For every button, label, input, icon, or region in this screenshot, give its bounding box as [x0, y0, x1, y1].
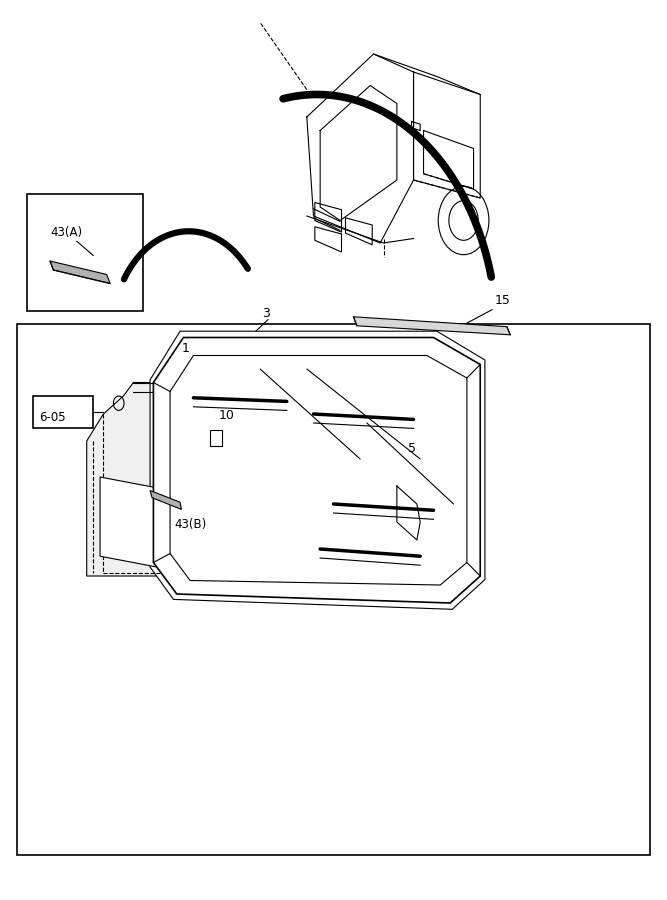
- Text: 1: 1: [181, 342, 189, 355]
- Text: 6-05: 6-05: [39, 411, 65, 424]
- Bar: [27, 194, 143, 310]
- Text: 43(A): 43(A): [50, 226, 82, 239]
- Polygon shape: [150, 491, 181, 509]
- Text: 5: 5: [408, 442, 416, 454]
- Bar: [17, 324, 650, 855]
- Bar: [210, 430, 222, 446]
- Polygon shape: [167, 477, 223, 567]
- Text: 3: 3: [262, 307, 270, 320]
- Polygon shape: [100, 477, 157, 567]
- Text: 10: 10: [219, 410, 235, 422]
- Polygon shape: [240, 477, 297, 567]
- Polygon shape: [354, 317, 510, 335]
- Polygon shape: [313, 477, 360, 567]
- Polygon shape: [50, 261, 110, 284]
- Text: 15: 15: [495, 294, 511, 307]
- Polygon shape: [150, 331, 485, 609]
- Polygon shape: [153, 338, 480, 603]
- Text: 43(B): 43(B): [175, 518, 207, 531]
- Polygon shape: [87, 382, 420, 576]
- Bar: [33, 396, 93, 428]
